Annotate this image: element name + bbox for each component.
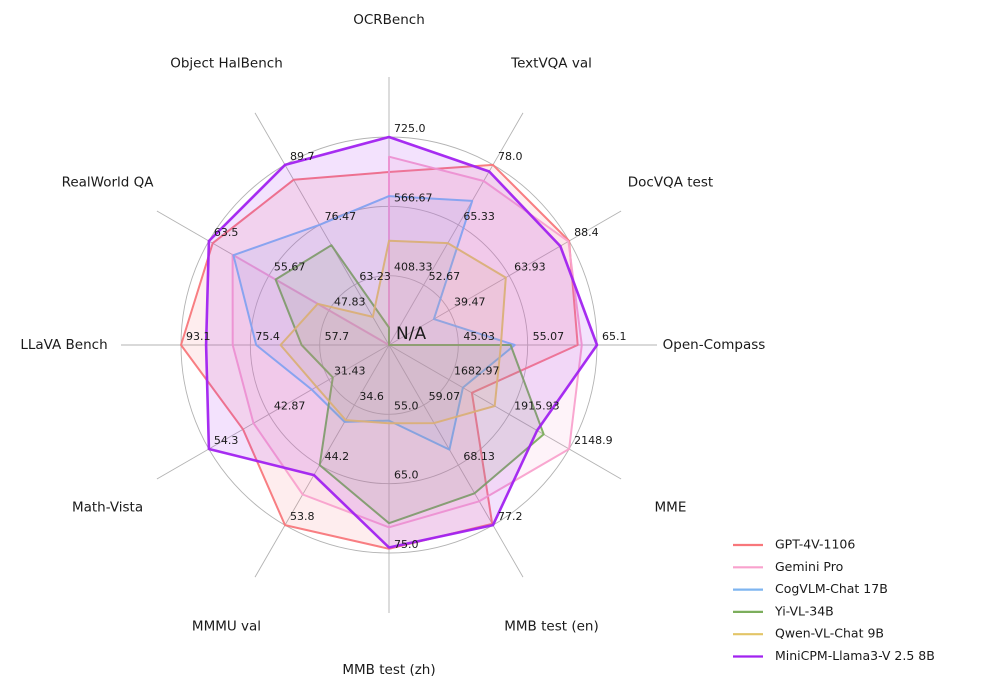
axis-title-open-compass: Open-Compass — [663, 337, 766, 353]
legend-label-yi-vl-34b: Yi-VL-34B — [774, 603, 834, 618]
tick-labels: 408.33 566.67 725.0 52.67 65.33 78.0 39.47 63.9… — [186, 122, 627, 551]
tick-label-math-vista-2: 42.87 — [274, 399, 306, 412]
tick-label-object-halbench-2: 76.47 — [325, 210, 357, 223]
axis-spoke-mmmu-val — [254, 344, 390, 578]
tick-label-docvqa-test-1: 39.47 — [454, 295, 486, 308]
series-polygon-minicpm-llama3-v-2-5-8b — [204, 135, 599, 549]
axis-title-mmmu-val: MMMU val — [192, 618, 261, 634]
tick-label-mmb-test-zh-3: 75.0 — [394, 538, 419, 551]
tick-label-llava-bench-3: 93.1 — [186, 330, 211, 343]
tick-label-llava-bench-2: 75.4 — [255, 330, 279, 343]
tick-label-mmmu-val-3: 53.8 — [290, 510, 315, 523]
axis-title-textvqa-val: TextVQA val — [510, 56, 592, 72]
legend-label-gpt-4v-1106: GPT-4V-1106 — [775, 537, 855, 552]
tick-label-llava-bench-1: 57.7 — [325, 330, 350, 343]
axis-title-mmb-test-zh: MMB test (zh) — [342, 662, 435, 678]
tick-label-open-compass-3: 65.1 — [602, 330, 627, 343]
tick-label-mmb-test-zh-2: 65.0 — [394, 469, 419, 482]
tick-label-ocrbench-3: 725.0 — [394, 122, 426, 135]
tick-label-mmb-test-en-1: 59.07 — [429, 390, 461, 403]
axis-spoke-mmb-test-en — [388, 344, 524, 578]
legend-label-gemini-pro: Gemini Pro — [775, 559, 843, 574]
axis-spoke-math-vista — [156, 344, 390, 480]
legend-item-gpt-4v-1106: GPT-4V-1106 — [733, 537, 855, 552]
legend-item-minicpm-llama3-v-2-5-8b: MiniCPM-Llama3-V 2.5 8B — [733, 648, 935, 663]
axis-spoke-object-halbench — [254, 112, 390, 346]
series-polygon-cogvlm-chat-17b — [232, 195, 516, 451]
legend-item-gemini-pro: Gemini Pro — [733, 559, 843, 574]
tick-label-mme-2: 1915.93 — [514, 399, 560, 412]
series-polygon-qwen-vl-chat-9b — [279, 239, 507, 425]
legend-item-cogvlm-chat-17b: CogVLM-Chat 17B — [733, 581, 888, 596]
axis-title-mme: MME — [655, 500, 687, 516]
tick-label-ocrbench-2: 566.67 — [394, 191, 433, 204]
tick-label-open-compass-1: 45.03 — [463, 330, 495, 343]
axis-title-math-vista: Math-Vista — [72, 500, 143, 516]
tick-label-realworld-qa-3: 63.5 — [214, 226, 239, 239]
axis-title-llava-bench: LLaVA Bench — [20, 337, 107, 353]
tick-label-ocrbench-1: 408.33 — [394, 261, 433, 274]
tick-label-object-halbench-1: 63.23 — [359, 270, 391, 283]
tick-label-realworld-qa-2: 55.67 — [274, 261, 306, 274]
legend: GPT-4V-1106 Gemini Pro CogVLM-Chat 17B Yi-V… — [733, 537, 935, 663]
tick-label-docvqa-test-2: 63.93 — [514, 261, 546, 274]
series-polygons — [180, 135, 599, 550]
tick-label-textvqa-val-3: 78.0 — [498, 150, 523, 163]
axis-titles: OCRBench TextVQA val DocVQA test Open-Compa… — [20, 12, 765, 678]
axis-title-realworld-qa: RealWorld QA — [62, 175, 155, 191]
tick-label-textvqa-val-1: 52.67 — [429, 270, 461, 283]
axis-title-docvqa-test: DocVQA test — [628, 175, 713, 191]
axis-spoke-textvqa-val — [388, 112, 524, 346]
tick-label-open-compass-2: 55.07 — [533, 330, 565, 343]
tick-label-object-halbench-3: 89.7 — [290, 150, 315, 163]
tick-label-mmmu-val-2: 44.2 — [325, 450, 350, 463]
tick-label-mmb-test-en-2: 68.13 — [463, 450, 495, 463]
legend-label-cogvlm-chat-17b: CogVLM-Chat 17B — [775, 581, 888, 596]
tick-label-textvqa-val-2: 65.33 — [463, 210, 495, 223]
tick-label-mme-1: 1682.97 — [454, 365, 500, 378]
legend-label-minicpm-llama3-v-2-5-8b: MiniCPM-Llama3-V 2.5 8B — [775, 648, 935, 663]
legend-label-qwen-vl-chat-9b: Qwen-VL-Chat 9B — [775, 626, 884, 641]
axis-title-mmb-test-en: MMB test (en) — [504, 618, 598, 634]
axis-spoke-mme — [388, 344, 622, 480]
series-polygon-yi-vl-34b — [274, 244, 545, 525]
axis-title-ocrbench: OCRBench — [353, 12, 425, 28]
axis-title-object-halbench: Object HalBench — [170, 56, 283, 72]
tick-label-mme-3: 2148.9 — [574, 434, 613, 447]
tick-label-mmb-test-zh-1: 55.0 — [394, 399, 419, 412]
legend-item-yi-vl-34b: Yi-VL-34B — [733, 603, 834, 618]
tick-label-math-vista-3: 54.3 — [214, 434, 239, 447]
tick-label-mmb-test-en-3: 77.2 — [498, 510, 523, 523]
tick-label-mmmu-val-1: 34.6 — [359, 390, 384, 403]
tick-label-realworld-qa-1: 47.83 — [334, 295, 366, 308]
legend-item-qwen-vl-chat-9b: Qwen-VL-Chat 9B — [733, 626, 884, 641]
tick-label-docvqa-test-3: 88.4 — [574, 226, 599, 239]
center-na-label: N/A — [396, 324, 426, 344]
tick-label-math-vista-1: 31.43 — [334, 365, 366, 378]
